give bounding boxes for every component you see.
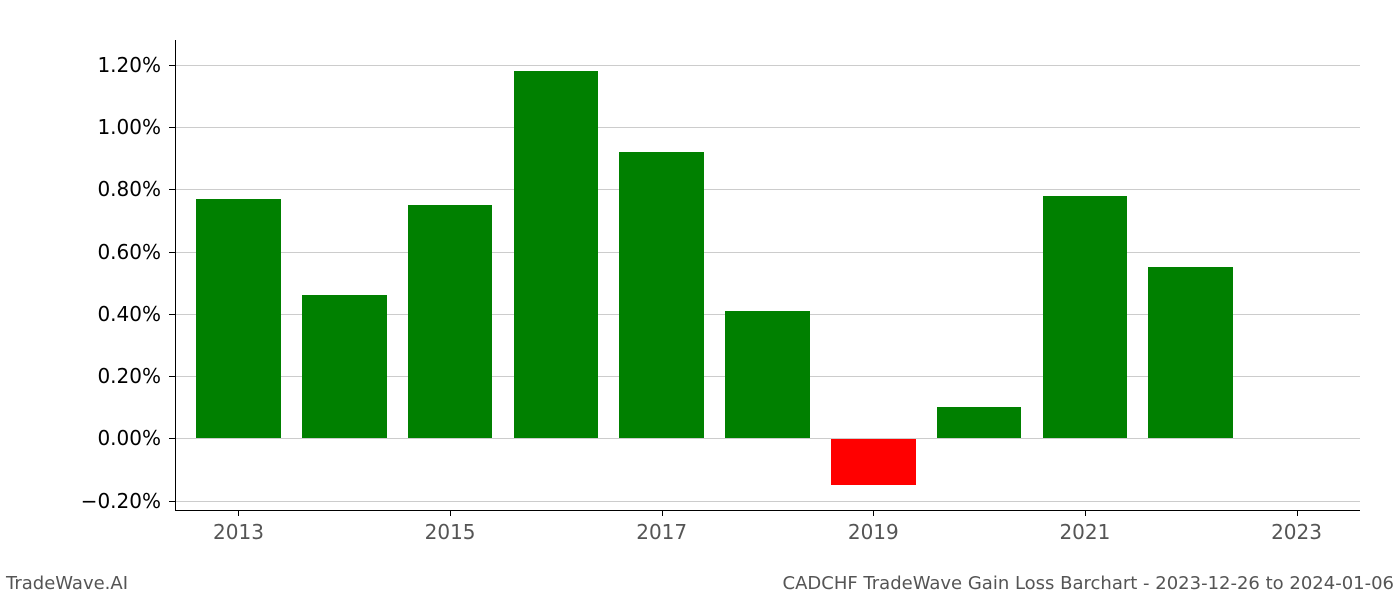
ytick-label: 0.00% (0, 426, 161, 450)
grid-line (175, 189, 1360, 190)
bar (1043, 196, 1128, 439)
xtick-label: 2019 (848, 520, 899, 544)
gain-loss-barchart: TradeWave.AI CADCHF TradeWave Gain Loss … (0, 0, 1400, 600)
ytick-label: 1.00% (0, 115, 161, 139)
xtick-label: 2023 (1271, 520, 1322, 544)
ytick-label: 0.20% (0, 364, 161, 388)
ytick-label: 0.40% (0, 302, 161, 326)
grid-line (175, 65, 1360, 66)
ytick-label: −0.20% (0, 489, 161, 513)
ytick-label: 0.60% (0, 240, 161, 264)
bar (196, 199, 281, 439)
ytick-label: 1.20% (0, 53, 161, 77)
footer-right-caption: CADCHF TradeWave Gain Loss Barchart - 20… (783, 573, 1394, 594)
grid-line (175, 127, 1360, 128)
xtick-mark (238, 510, 239, 516)
footer-left-brand: TradeWave.AI (6, 573, 128, 594)
xtick-mark (873, 510, 874, 516)
xtick-label: 2013 (213, 520, 264, 544)
xtick-mark (450, 510, 451, 516)
ytick-label: 0.80% (0, 177, 161, 201)
xtick-label: 2021 (1059, 520, 1110, 544)
bar (408, 205, 493, 438)
xtick-label: 2015 (425, 520, 476, 544)
grid-line (175, 252, 1360, 253)
zero-line (175, 438, 1360, 439)
x-axis-line (175, 510, 1360, 511)
bar (1148, 267, 1233, 438)
bar (619, 152, 704, 438)
bar (302, 295, 387, 438)
grid-line (175, 501, 1360, 502)
bar (937, 407, 1022, 438)
xtick-label: 2017 (636, 520, 687, 544)
bar (831, 438, 916, 485)
xtick-mark (662, 510, 663, 516)
bar (514, 71, 599, 438)
xtick-mark (1297, 510, 1298, 516)
bar (725, 311, 810, 439)
xtick-mark (1085, 510, 1086, 516)
y-axis-line (175, 40, 176, 510)
